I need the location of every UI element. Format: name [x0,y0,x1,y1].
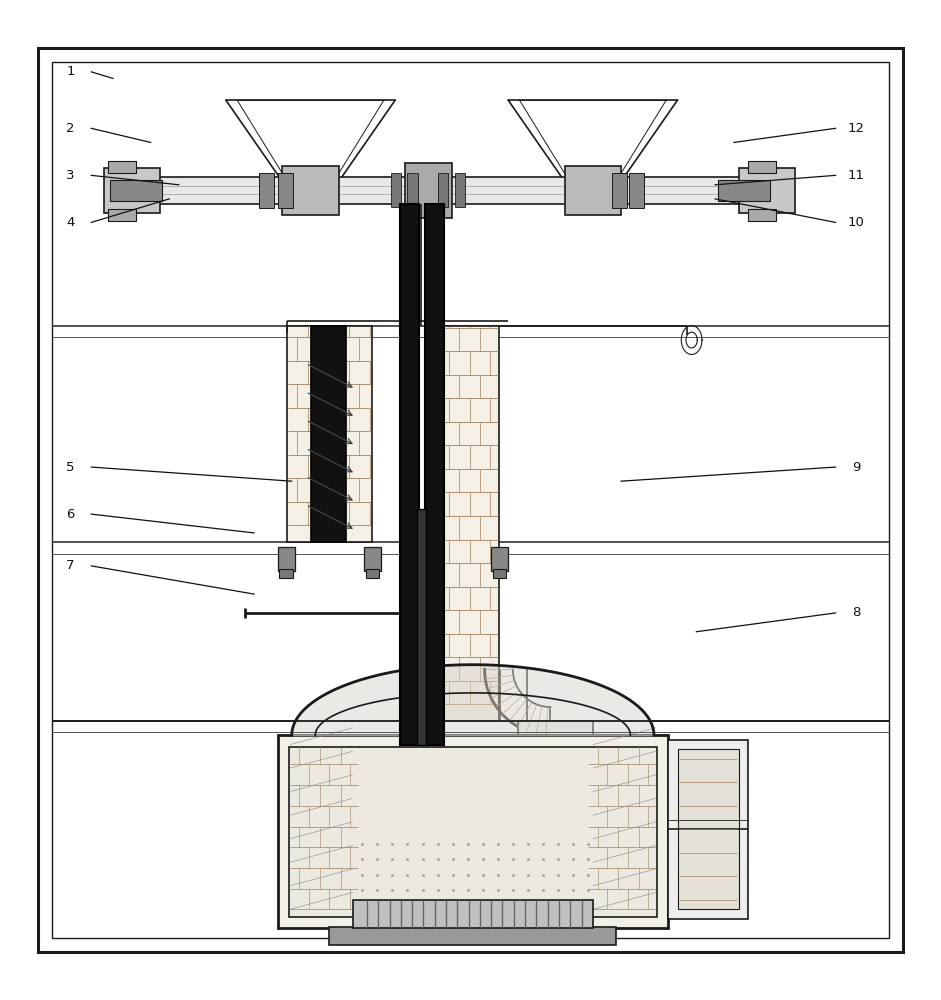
Text: 9: 9 [853,461,860,474]
Text: 8: 8 [853,606,860,619]
Bar [110,180,162,201]
Bar [364,547,381,571]
Bar [739,168,795,213]
Bar [491,547,508,571]
Text: 7: 7 [66,559,75,572]
Bar [366,569,379,578]
Text: 1: 1 [66,65,75,78]
Bar [108,209,136,221]
Bar [278,173,293,208]
Bar [678,749,739,909]
Bar [419,547,436,571]
Bar [425,204,444,745]
Text: 2: 2 [66,122,75,135]
Bar [311,326,346,542]
Bar [438,173,448,207]
Bar [455,173,465,207]
Text: 10: 10 [848,216,865,229]
Bar [278,547,295,571]
Bar [400,204,419,745]
Bar [108,161,136,173]
Bar [287,326,372,542]
Bar [428,326,499,721]
Bar [329,927,616,945]
Bar [493,569,506,578]
Bar [391,173,401,207]
Bar [629,173,644,208]
Bar [421,569,434,578]
Bar [282,166,339,215]
Text: 5: 5 [66,461,75,474]
Bar [612,173,627,208]
Bar [52,62,889,938]
Text: 3: 3 [66,169,75,182]
Bar [407,173,418,207]
Bar [405,163,452,218]
Bar [146,177,753,204]
Bar [748,209,776,221]
Bar [518,721,593,806]
Bar [718,180,770,201]
Text: 4: 4 [67,216,74,229]
Bar [289,747,657,917]
Bar [748,161,776,173]
Bar [417,509,426,745]
Text: 12: 12 [848,122,865,135]
Bar [278,735,668,928]
Bar [353,900,593,928]
Text: 6: 6 [67,508,74,521]
Bar [279,569,293,578]
Bar [259,173,274,208]
Bar [565,166,621,215]
Bar [668,740,748,919]
Bar [104,168,160,213]
Text: 11: 11 [848,169,865,182]
